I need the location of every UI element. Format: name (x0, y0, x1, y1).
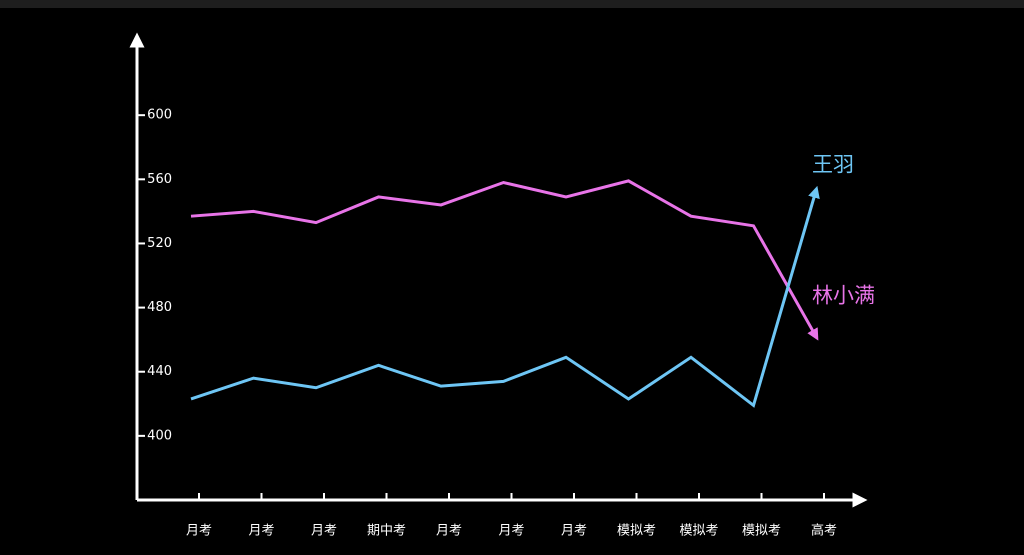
x-tick-label: 月考 (436, 524, 462, 539)
y-tick-label: 560 (147, 172, 172, 187)
series-label: 王羽 (812, 153, 854, 177)
x-tick-label: 模拟考 (742, 524, 781, 539)
y-tick-label: 480 (147, 300, 172, 315)
x-tick-label: 高考 (811, 523, 837, 539)
x-tick-label: 模拟考 (617, 524, 656, 539)
x-tick-label: 月考 (186, 524, 212, 539)
ruler (0, 0, 1024, 8)
line (190, 179, 819, 341)
x-tick-label: 期中考 (367, 524, 406, 539)
y-tick-label: 400 (147, 428, 172, 443)
y-tick-label: 600 (147, 108, 172, 123)
x-tick-label: 月考 (561, 524, 587, 539)
y-tick-label: 520 (147, 236, 172, 251)
x-tick-label: 月考 (311, 524, 337, 539)
x-tick-label: 模拟考 (679, 524, 718, 539)
series-label: 林小满 (812, 283, 875, 307)
x-tick-label: 月考 (248, 524, 274, 539)
x-tick-label: 月考 (498, 524, 524, 539)
line (190, 185, 820, 408)
y-tick-label: 440 (147, 364, 172, 379)
